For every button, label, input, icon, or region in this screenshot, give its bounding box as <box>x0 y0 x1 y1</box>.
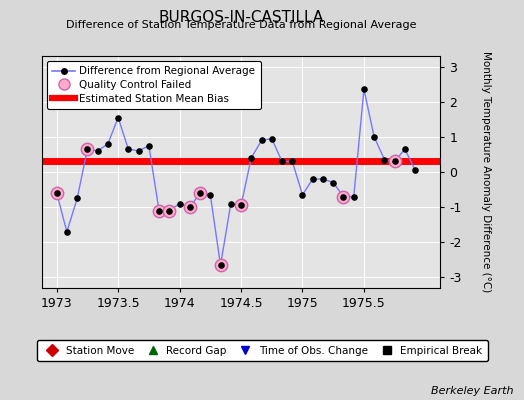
Point <box>176 200 184 207</box>
Point <box>165 208 173 214</box>
Point <box>411 167 419 174</box>
Point <box>52 190 61 196</box>
Point <box>114 114 122 121</box>
Point <box>155 208 163 214</box>
Legend: Station Move, Record Gap, Time of Obs. Change, Empirical Break: Station Move, Record Gap, Time of Obs. C… <box>37 340 488 361</box>
Point <box>288 158 297 165</box>
Point <box>370 134 378 140</box>
Text: Berkeley Earth: Berkeley Earth <box>431 386 514 396</box>
Point <box>206 192 214 198</box>
Point <box>247 155 255 161</box>
Point <box>83 146 92 152</box>
Point <box>196 190 204 196</box>
Point <box>329 179 337 186</box>
Point <box>268 136 276 142</box>
Point <box>104 141 112 147</box>
Point <box>237 202 245 208</box>
Point <box>380 156 389 163</box>
Point <box>185 204 194 210</box>
Point <box>216 262 225 268</box>
Point <box>145 142 153 149</box>
Text: BURGOS-IN-CASTILLA: BURGOS-IN-CASTILLA <box>158 10 324 25</box>
Point <box>124 146 133 152</box>
Point <box>73 195 81 202</box>
Point <box>339 194 347 200</box>
Point <box>227 200 235 207</box>
Point <box>196 190 204 196</box>
Point <box>237 202 245 208</box>
Point <box>339 194 347 200</box>
Point <box>350 194 358 200</box>
Point <box>298 192 307 198</box>
Point <box>52 190 61 196</box>
Point <box>185 204 194 210</box>
Point <box>83 146 92 152</box>
Y-axis label: Monthly Temperature Anomaly Difference (°C): Monthly Temperature Anomaly Difference (… <box>481 51 491 293</box>
Point <box>63 228 71 235</box>
Point <box>135 148 143 154</box>
Legend: Difference from Regional Average, Quality Control Failed, Estimated Station Mean: Difference from Regional Average, Qualit… <box>47 61 260 109</box>
Point <box>216 262 225 268</box>
Point <box>390 158 399 165</box>
Point <box>278 158 286 165</box>
Text: Difference of Station Temperature Data from Regional Average: Difference of Station Temperature Data f… <box>66 20 416 30</box>
Point <box>360 86 368 92</box>
Point <box>93 148 102 154</box>
Point <box>257 137 266 144</box>
Point <box>390 158 399 165</box>
Point <box>155 208 163 214</box>
Point <box>319 176 327 182</box>
Point <box>401 146 409 152</box>
Point <box>309 176 317 182</box>
Point <box>165 208 173 214</box>
